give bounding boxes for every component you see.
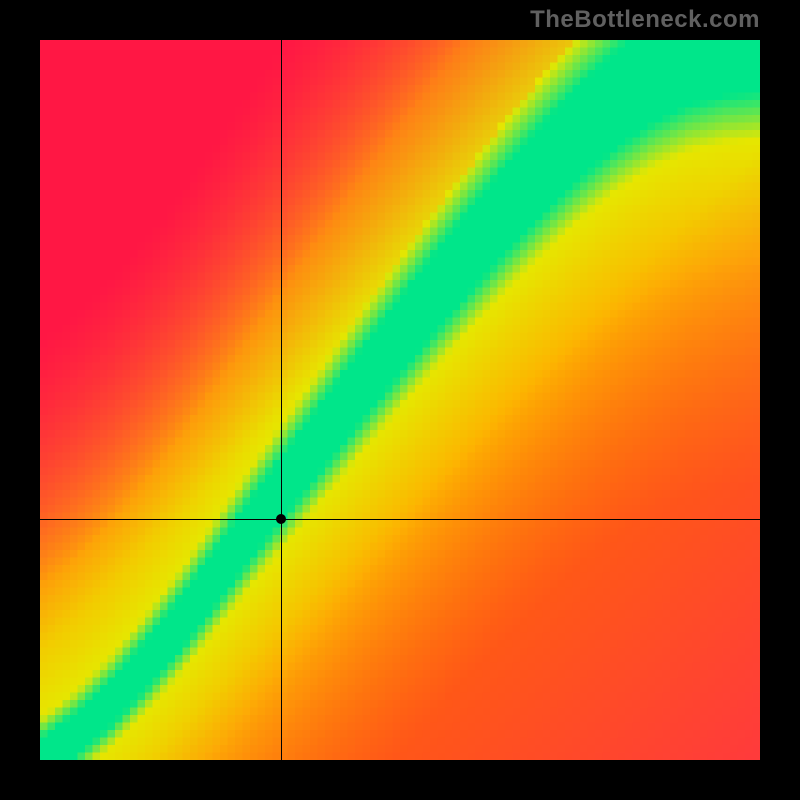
watermark-text: TheBottleneck.com <box>530 6 760 34</box>
chart-frame: TheBottleneck.com <box>0 0 800 800</box>
bottleneck-heatmap <box>40 40 760 760</box>
